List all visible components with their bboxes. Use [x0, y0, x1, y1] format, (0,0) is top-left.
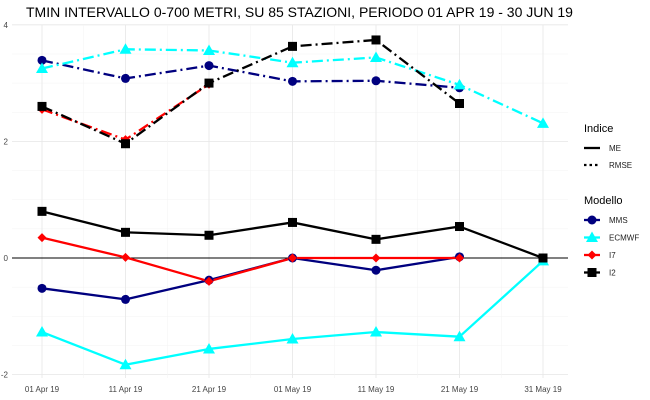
- data-point-i7-me: [288, 253, 297, 263]
- data-point-i2-rmse: [121, 139, 130, 149]
- y-tick-label: 0: [4, 254, 9, 263]
- data-point-i7-me: [204, 276, 214, 286]
- legend-title-modello: Modello: [584, 195, 623, 207]
- legend-key-marker-i7: [587, 250, 597, 260]
- y-tick-label: 4: [4, 21, 9, 30]
- data-point-i7-me: [37, 233, 47, 243]
- data-point-ecmwf-rmse: [36, 62, 48, 74]
- data-point-i2-rmse: [204, 78, 214, 88]
- legend-key-marker-mms: [587, 215, 597, 225]
- data-point-ecmwf-me: [453, 330, 466, 342]
- data-point-ecmwf-rmse: [119, 43, 132, 54]
- legend-key-marker-ecmwf: [586, 231, 598, 242]
- x-tick-label: 31 May 19: [524, 385, 562, 394]
- x-tick-label: 11 May 19: [358, 385, 395, 394]
- legend-label-i7: I7: [609, 251, 616, 260]
- data-point-ecmwf-rmse: [537, 117, 549, 128]
- data-point-i2-me: [538, 253, 548, 263]
- legend-label-rmse: RMSE: [609, 161, 632, 170]
- legend: Indice ME RMSE Modello MMS ECMWF I7 I2: [584, 123, 639, 278]
- y-tick-label: -2: [1, 371, 9, 380]
- data-point-i2-me: [288, 217, 297, 227]
- x-tick-label: 11 Apr 19: [109, 385, 143, 394]
- legend-label-me: ME: [609, 144, 621, 153]
- series-line-i7-me: [41, 236, 460, 283]
- x-tick-label: 21 Apr 19: [192, 385, 227, 394]
- data-point-ecmwf-me: [370, 326, 382, 337]
- data-point-ecmwf-rmse: [203, 44, 215, 55]
- data-point-mms-rmse: [204, 61, 214, 71]
- data-point-i2-rmse: [37, 101, 47, 111]
- x-tick-label: 21 May 19: [441, 385, 479, 394]
- chart-title: TMIN INTERVALLO 0-700 METRI, SU 85 STAZI…: [26, 4, 573, 20]
- data-point-i2-rmse: [288, 41, 297, 51]
- legend-key-marker-i2: [587, 268, 597, 277]
- data-point-mms-rmse: [121, 73, 130, 83]
- data-point-ecmwf-rmse: [370, 51, 382, 62]
- data-point-ecmwf-me: [36, 326, 48, 337]
- data-point-i2-me: [455, 222, 464, 232]
- data-point-mms-me: [121, 294, 130, 304]
- data-point-ecmwf-rmse: [453, 78, 466, 90]
- data-point-ecmwf-me: [119, 358, 132, 370]
- data-point-mms-me: [371, 265, 381, 275]
- data-point-mms-rmse: [288, 76, 297, 86]
- data-point-i7-me: [121, 252, 130, 262]
- x-tick-label: 01 May 19: [274, 385, 312, 394]
- data-point-i7-me: [371, 253, 381, 263]
- data-point-mms-rmse: [37, 55, 47, 65]
- data-point-i2-rmse: [455, 99, 464, 109]
- legend-title-indice: Indice: [584, 123, 613, 135]
- data-point-mms-me: [37, 283, 47, 293]
- legend-label-ecmwf: ECMWF: [609, 234, 639, 243]
- data-point-i2-me: [204, 230, 214, 240]
- data-point-ecmwf-me: [203, 342, 215, 354]
- data-point-i2-rmse: [371, 35, 381, 45]
- legend-label-i2: I2: [609, 269, 616, 278]
- x-tick-label: 01 Apr 19: [25, 385, 60, 394]
- y-tick-label: 2: [4, 137, 9, 146]
- plot-area: -2 0 2 4 01 Apr 19 11 Apr 19 21 Apr 19 01 May 1…: [1, 21, 568, 394]
- data-point-i2-me: [37, 206, 47, 216]
- series-line-i2-rmse: [41, 38, 461, 145]
- series-line-mms-rmse: [41, 59, 460, 89]
- data-point-ecmwf-rmse: [286, 56, 299, 68]
- data-point-mms-rmse: [371, 76, 381, 86]
- data-point-ecmwf-me: [286, 333, 299, 344]
- data-point-i2-me: [121, 227, 130, 237]
- data-point-i2-me: [371, 234, 381, 244]
- data-point-i7-me: [455, 253, 464, 263]
- legend-label-mms: MMS: [609, 216, 628, 225]
